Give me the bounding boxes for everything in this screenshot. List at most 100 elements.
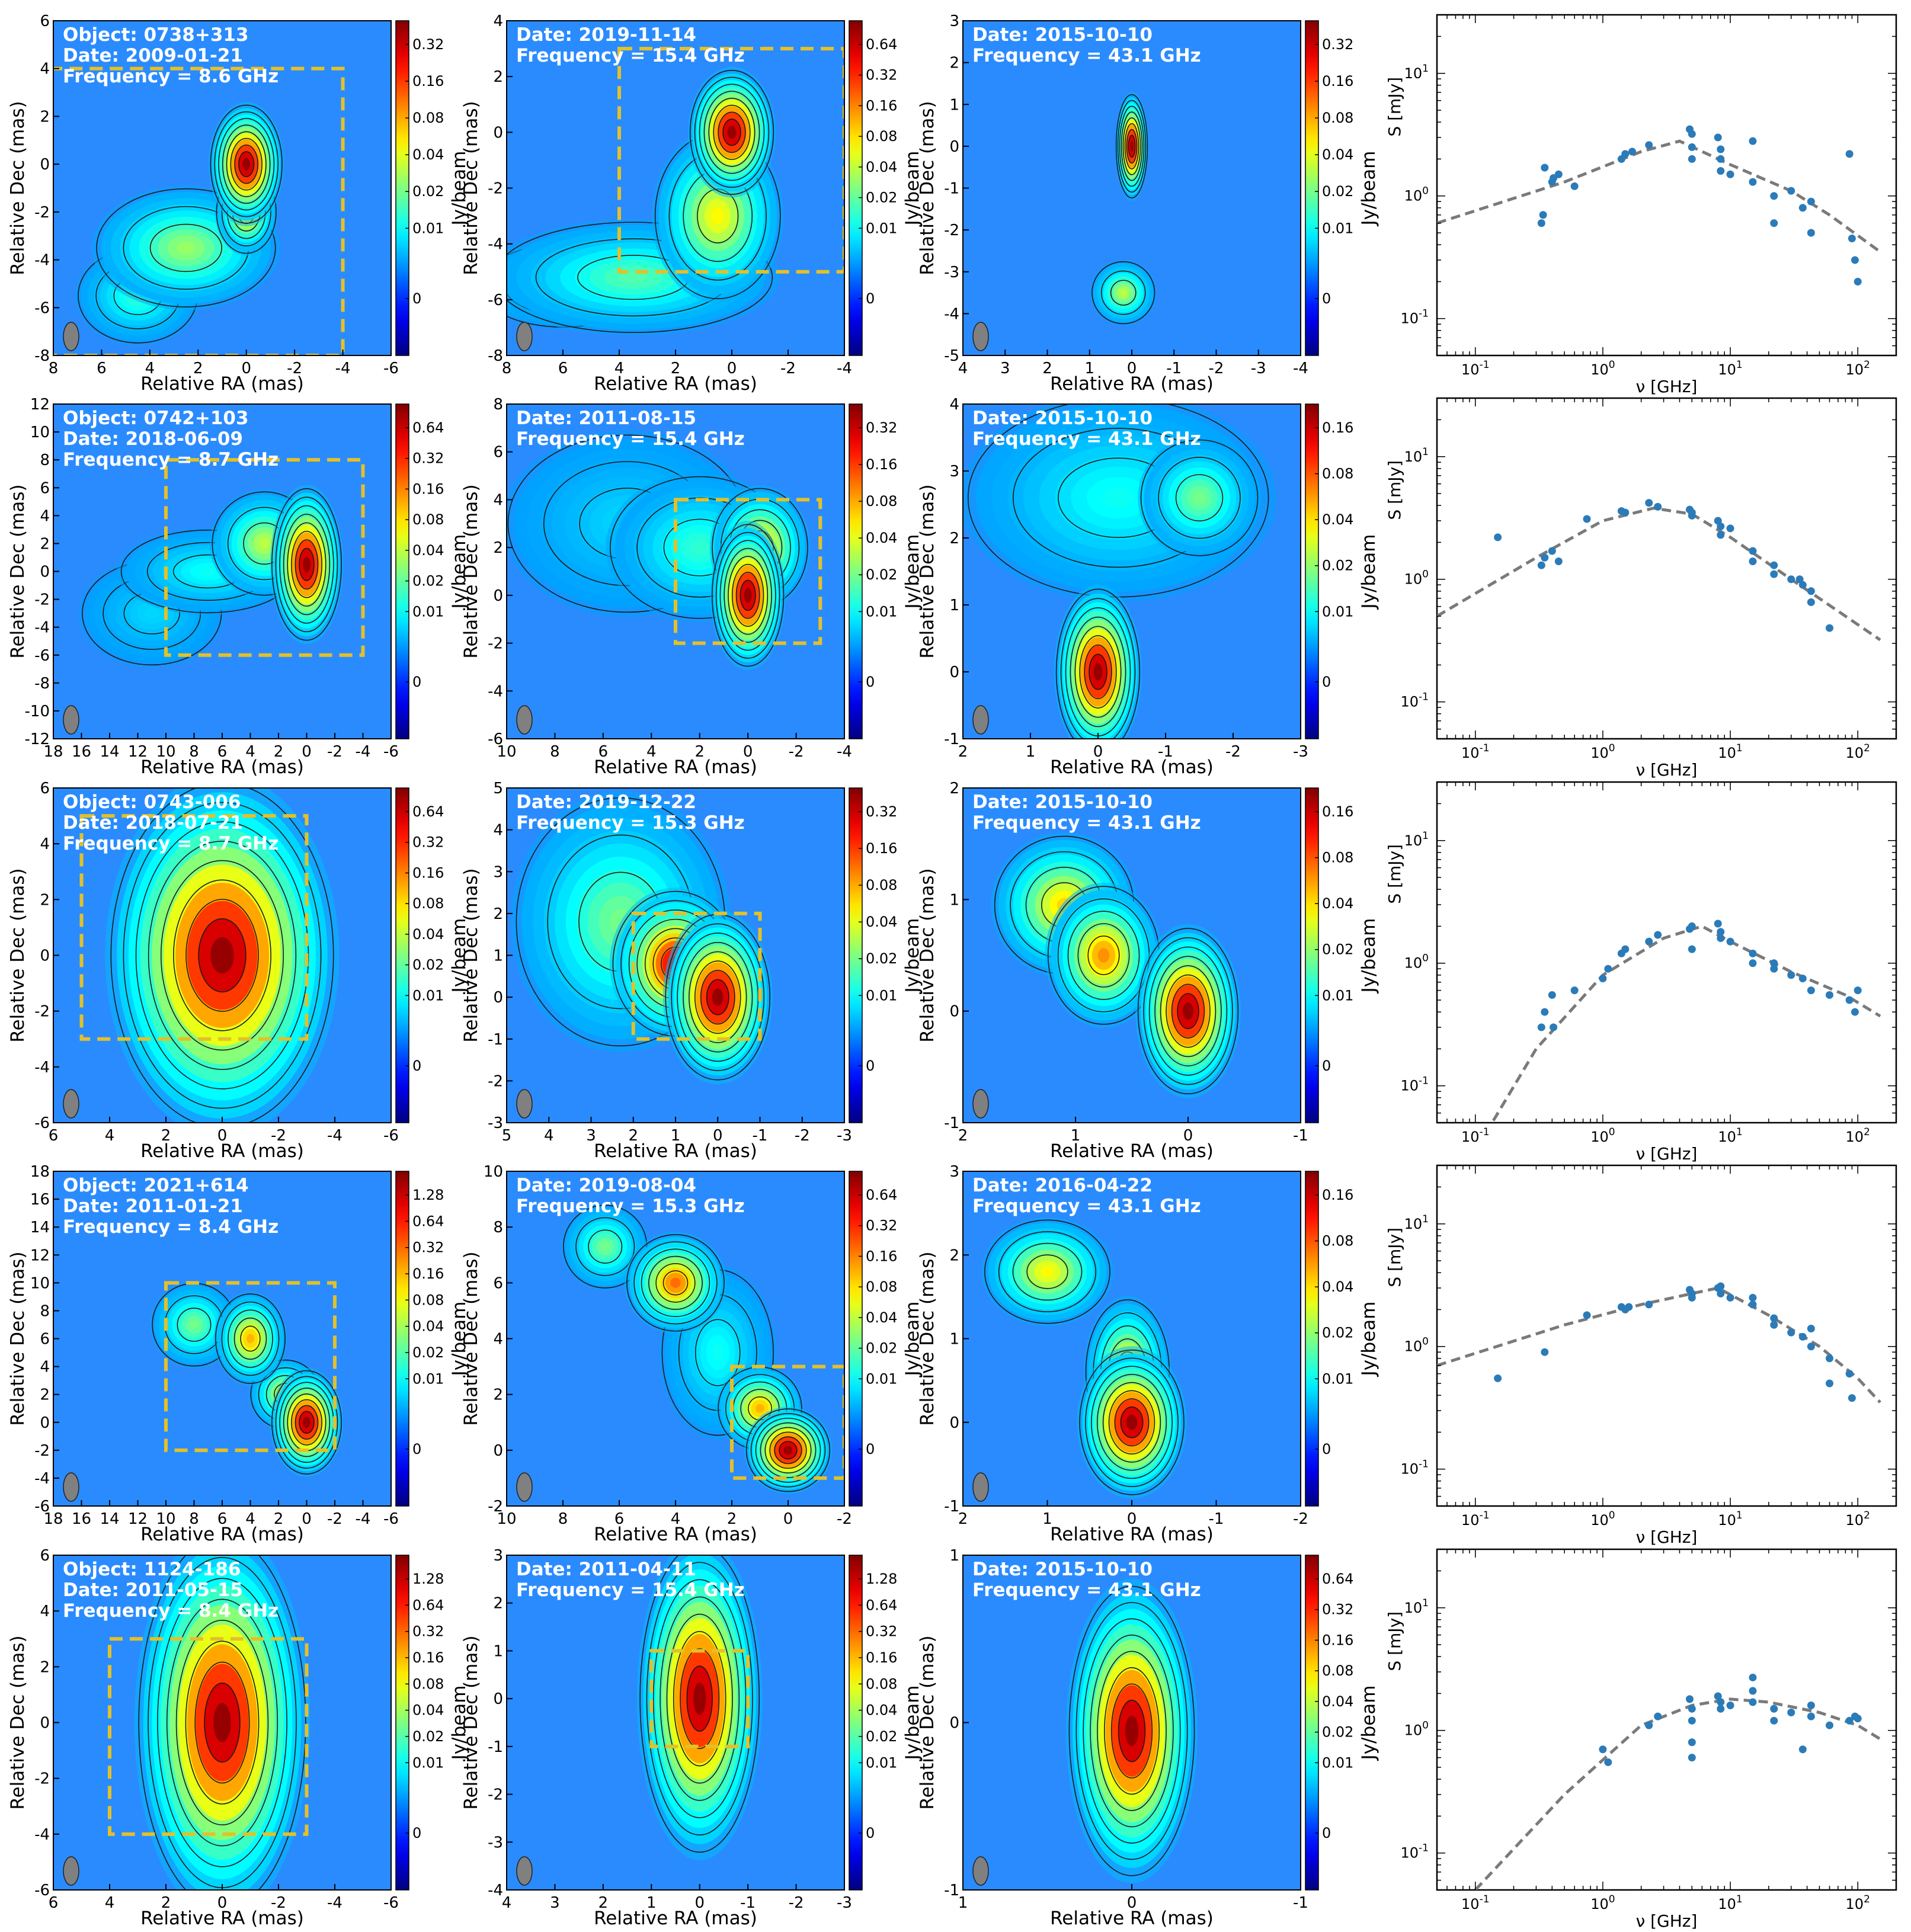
panel-label: Frequency = 8.7 GHz <box>63 833 279 854</box>
x-tick-label: -3 <box>837 1894 852 1912</box>
sed-point <box>1826 1354 1834 1363</box>
y-axis-label: S [mJy] <box>1385 77 1404 137</box>
y-tick-label: 3 <box>949 12 959 30</box>
colorbar <box>395 787 409 1123</box>
colorbar-tick-label: 0 <box>866 674 875 690</box>
colorbar-tick-label: 0 <box>412 1058 421 1074</box>
panel-label: Frequency = 8.4 GHz <box>63 1600 279 1622</box>
panel-label: Frequency = 43.1 GHz <box>972 1196 1201 1217</box>
sed-point <box>1541 164 1549 172</box>
y-tick-label: -4 <box>34 1470 50 1488</box>
x-axis-label: ν [GHz] <box>1636 760 1698 780</box>
sed-point <box>1770 965 1778 973</box>
y-tick-label: -2 <box>34 1003 50 1021</box>
tick-label: 101 <box>1404 1213 1429 1232</box>
x-tick-label: 0 <box>302 743 312 761</box>
sed-point <box>1688 922 1696 930</box>
colorbar <box>849 787 863 1123</box>
colorbar-label: Jy/beam <box>449 1686 470 1761</box>
y-tick-label: 14 <box>30 1219 50 1236</box>
y-tick-label: 6 <box>40 12 50 30</box>
beam-ellipse <box>516 1472 533 1502</box>
colorbar-tick-label: 0.04 <box>412 1702 444 1719</box>
x-tick-label: 8 <box>189 1510 199 1528</box>
colorbar-tick-label: 0.01 <box>866 1370 897 1387</box>
panel-label: Date: 2018-06-09 <box>63 428 243 450</box>
map-frame <box>506 403 845 739</box>
tick-label: 10-1 <box>1461 1126 1490 1145</box>
y-tick-label: 12 <box>30 396 50 414</box>
y-axis-label: S [mJy] <box>1385 460 1404 520</box>
sed-point <box>1688 1754 1696 1762</box>
y-tick-label: 0 <box>949 1715 959 1732</box>
colorbar-tick-label: 0.08 <box>1322 466 1353 482</box>
panel-label: Date: 2011-01-21 <box>63 1196 243 1217</box>
x-tick-label: 2 <box>1042 360 1052 377</box>
colorbar-tick-label: 0.04 <box>1322 1693 1353 1710</box>
colorbar-tick-label: 0.64 <box>412 1213 444 1229</box>
sed-point <box>1717 928 1725 936</box>
sed-point <box>1826 1379 1834 1388</box>
source-component <box>78 559 225 668</box>
tick-label: 101 <box>1718 1893 1742 1912</box>
y-tick-label: 18 <box>30 1163 50 1181</box>
colorbar-tick-label: 0.02 <box>412 573 444 589</box>
y-tick-label: 2 <box>493 539 503 557</box>
sed-point <box>1688 1704 1696 1713</box>
panel-label: Date: 2015-10-10 <box>972 408 1153 429</box>
panel-label: Date: 2019-12-22 <box>516 792 696 813</box>
x-axis-label: ν [GHz] <box>1636 1527 1698 1547</box>
colorbar-tick-label: 0.04 <box>1322 146 1353 163</box>
colorbar-tick-label: 0.04 <box>1322 895 1353 912</box>
tick-label: 101 <box>1404 1597 1429 1616</box>
y-tick-label: 0 <box>40 947 50 965</box>
x-tick-label: 2 <box>958 1127 968 1145</box>
panel-label: Frequency = 15.3 GHz <box>516 1196 745 1217</box>
y-tick-label: 6 <box>40 1547 50 1565</box>
map-frame <box>506 1555 845 1891</box>
x-tick-label: 6 <box>49 1127 59 1145</box>
y-tick-label: 2 <box>949 1247 959 1264</box>
tick-label: 100 <box>1590 1893 1615 1912</box>
sed-point <box>1554 170 1563 178</box>
x-axis-label: ν [GHz] <box>1636 1144 1698 1164</box>
x-tick-label: 2 <box>193 360 203 377</box>
colorbar-tick-label: 0.01 <box>412 987 444 1004</box>
y-axis-label: Relative Dec (mas) <box>7 868 28 1042</box>
colorbar-tick-label: 0 <box>1322 1441 1331 1457</box>
colorbar-tick-label: 0.04 <box>412 146 444 163</box>
sed-point <box>1798 204 1807 212</box>
colorbar-tick-label: 0.01 <box>412 1370 444 1387</box>
tick-label: 10-1 <box>1461 1510 1490 1529</box>
x-tick-label: -3 <box>837 1127 852 1145</box>
colorbar-tick-label: 0.32 <box>412 36 444 53</box>
x-tick-label: 1 <box>958 1894 968 1912</box>
sed-point <box>1599 975 1607 983</box>
x-tick-label: 10 <box>156 743 175 761</box>
y-tick-label: 10 <box>30 1274 50 1292</box>
colorbar-tick-label: 0.16 <box>866 840 897 857</box>
colorbar-tick-label: 0.16 <box>1322 73 1353 89</box>
colorbar-tick-label: 0.64 <box>412 803 444 820</box>
colorbar <box>395 403 409 739</box>
sed-point <box>1787 1328 1795 1337</box>
tick-label: 100 <box>1404 1336 1429 1355</box>
sed-point <box>1749 1687 1757 1695</box>
y-tick-label: 1 <box>493 1642 503 1660</box>
y-axis-label: Relative Dec (mas) <box>7 484 28 658</box>
colorbar-tick-label: 0.16 <box>412 1265 444 1282</box>
x-tick-label: 1 <box>671 1127 681 1145</box>
y-tick-label: 1 <box>493 947 503 965</box>
x-tick-label: -1 <box>740 1894 756 1912</box>
x-tick-label: 6 <box>217 1510 228 1528</box>
colorbar-tick-label: 0.01 <box>1322 220 1353 236</box>
sed-panel: 10-1 100 101 102 10-1 100 101 ν [GHz] S [mJy] <box>1385 1164 1897 1547</box>
y-tick-label: 6 <box>40 1331 50 1348</box>
y-tick-label: 2 <box>40 891 50 909</box>
panel-label: Object: 0743-006 <box>63 792 241 813</box>
sed-point <box>1717 1282 1725 1290</box>
colorbar-tick-label: 0.08 <box>1322 850 1353 866</box>
